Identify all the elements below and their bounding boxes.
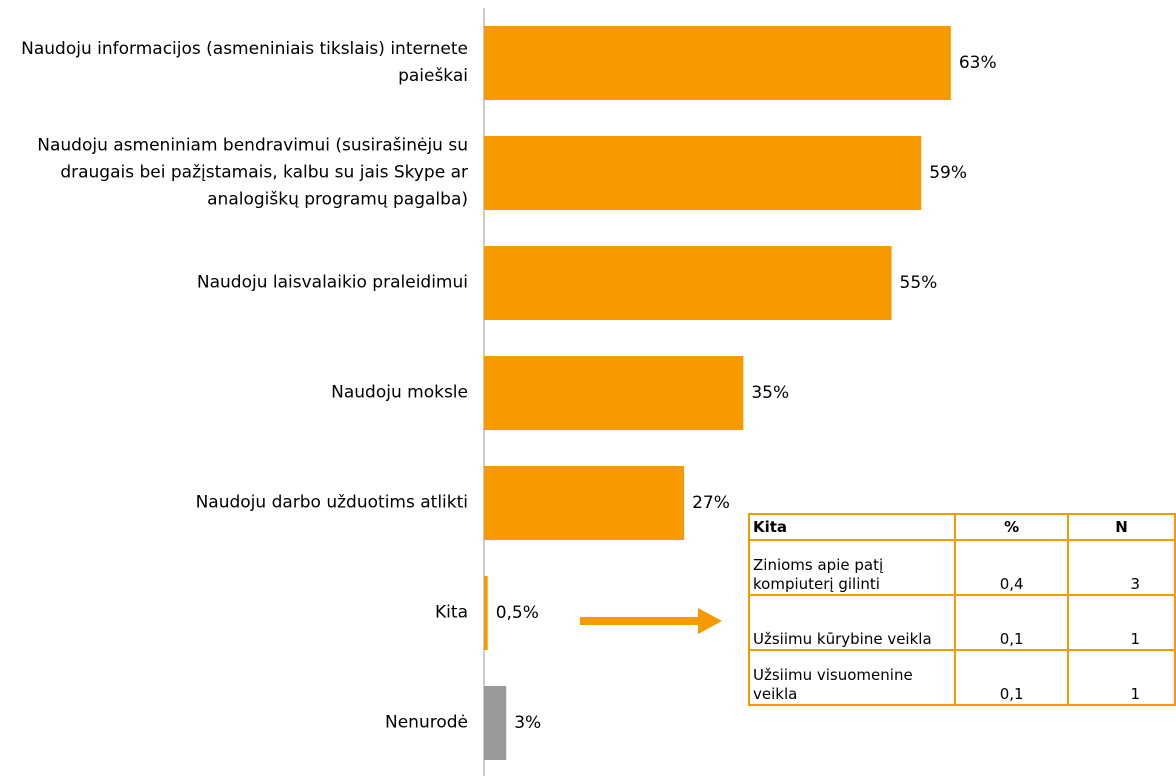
table-cell: Užsiimu kūrybine veikla [747,594,957,651]
bar [484,246,892,320]
category-label: Naudoju informacijos (asmeniniais tiksla… [21,39,468,86]
table-cell: 1 [1066,649,1176,706]
table-row: Užsiimu visuomenine veikla 0,1 1 [747,649,1176,706]
bar [484,466,685,540]
table-cell: 0,1 [954,594,1069,651]
table-cell: 0,1 [954,649,1069,706]
category-label: Naudoju darbo užduotims atlikti [195,492,468,513]
data-label: 0,5% [496,603,539,623]
data-label: 27% [692,493,730,513]
bar [484,576,488,650]
table-header-cell: % [954,513,1069,541]
bar [484,136,922,210]
table-cell: 1 [1066,594,1176,651]
inset-table: Kita% N Zinioms apie patį kompiuterį gilin… [747,513,1176,706]
bar [484,356,744,430]
bar [484,686,507,760]
table-header-cell: N [1066,513,1176,541]
arrow-head [698,608,722,634]
table-row: Zinioms apie patį kompiuterį gilinti 0,4 3 [747,539,1176,596]
data-label: 55% [900,273,938,293]
table-cell: 3 [1066,539,1176,596]
category-label: Kita [435,602,468,623]
category-label: Naudoju moksle [331,382,468,403]
table-header-cell: Kita [747,513,957,541]
data-label: 3% [514,713,541,733]
data-label: 63% [959,53,997,73]
bar [484,26,951,100]
table-cell: 0,4 [954,539,1069,596]
table-row: Užsiimu kūrybine veikla 0,1 1 [747,594,1176,651]
category-label: Naudoju laisvalaikio praleidimui [196,272,468,293]
table-cell: Užsiimu visuomenine veikla [747,649,957,706]
category-label: Naudoju asmeniniam bendravimui (susiraši… [37,135,468,210]
data-label: 59% [929,163,967,183]
table-cell: Zinioms apie patį kompiuterį gilinti [747,539,957,596]
category-label: Nenurodė [385,712,468,733]
data-label: 35% [751,383,789,403]
